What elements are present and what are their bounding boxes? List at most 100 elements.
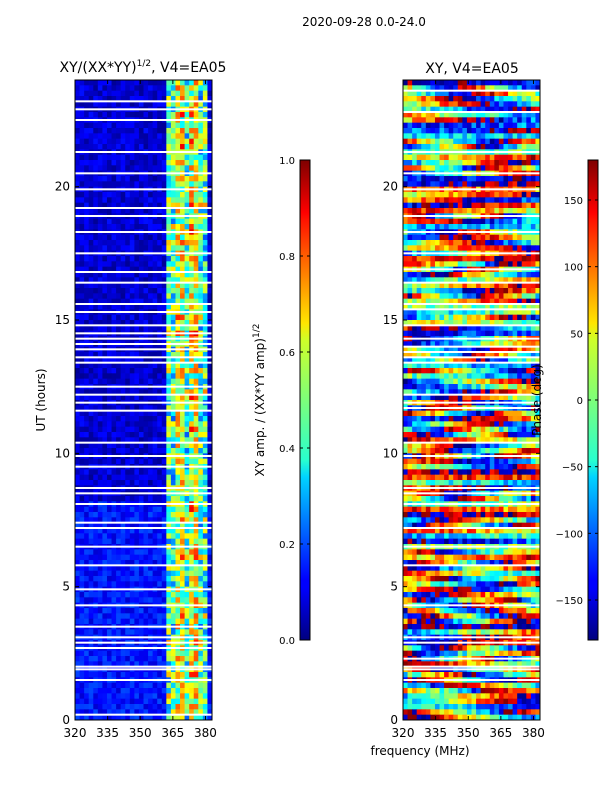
heatmap-cell xyxy=(453,282,459,289)
heatmap-cell xyxy=(175,538,181,545)
heatmap-cell xyxy=(93,224,99,230)
heatmap-cell xyxy=(125,405,131,412)
heatmap-cell xyxy=(88,128,94,134)
heatmap-cell xyxy=(134,672,140,678)
heatmap-cell xyxy=(88,656,94,662)
heatmap-cell xyxy=(111,613,117,620)
heatmap-cell xyxy=(170,512,176,518)
heatmap-cell xyxy=(193,581,199,588)
heatmap-cell xyxy=(170,528,176,534)
heatmap-cell xyxy=(471,96,477,102)
heatmap-cell xyxy=(97,314,103,321)
heatmap-cell xyxy=(202,112,208,118)
heatmap-cell xyxy=(207,693,213,700)
heatmap-cell xyxy=(88,325,94,332)
heatmap-cell xyxy=(148,554,154,561)
heatmap-cell xyxy=(134,394,140,401)
heatmap-cell xyxy=(480,138,486,145)
heatmap-cell xyxy=(184,629,190,636)
heatmap-cell xyxy=(138,224,144,230)
heatmap-cell xyxy=(198,592,204,598)
heatmap-cell xyxy=(116,533,122,540)
heatmap-cell xyxy=(202,282,208,289)
heatmap-cell xyxy=(494,218,500,225)
heatmap-cell xyxy=(439,112,445,118)
heatmap-cell xyxy=(207,138,213,145)
heatmap-cell xyxy=(521,288,527,294)
heatmap-cell xyxy=(466,256,472,262)
heatmap-cell xyxy=(106,410,112,417)
heatmap-cell xyxy=(143,592,149,598)
heatmap-cell xyxy=(84,352,90,358)
heatmap-cell xyxy=(148,389,154,396)
heatmap-cell xyxy=(161,554,167,561)
heatmap-cell xyxy=(189,357,195,364)
heatmap-cell xyxy=(526,117,532,124)
heatmap-cell xyxy=(485,117,491,124)
heatmap-cell xyxy=(521,218,527,225)
heatmap-cell xyxy=(444,85,450,92)
heatmap-cell xyxy=(129,432,135,438)
heatmap-cell xyxy=(430,112,436,118)
heatmap-cell xyxy=(79,672,85,678)
heatmap-cell xyxy=(152,234,158,241)
heatmap-cell xyxy=(129,618,135,625)
heatmap-cell xyxy=(180,672,185,678)
heatmap-cell xyxy=(97,656,103,662)
heatmap-cell xyxy=(79,512,85,518)
heatmap-cell xyxy=(148,522,154,529)
heatmap-cell xyxy=(143,373,149,380)
heatmap-cell xyxy=(120,122,126,129)
heatmap-cell xyxy=(93,128,99,134)
heatmap-cell xyxy=(148,448,154,454)
heatmap-cell xyxy=(148,165,154,172)
heatmap-cell xyxy=(485,240,491,246)
heatmap-cell xyxy=(434,80,440,86)
heatmap-cell xyxy=(157,682,163,689)
heatmap-cell xyxy=(129,362,135,369)
heatmap-cell xyxy=(157,160,163,166)
heatmap-cell xyxy=(106,442,112,449)
heatmap-cell xyxy=(439,106,445,113)
heatmap-cell xyxy=(102,650,108,657)
heatmap-cell xyxy=(489,128,495,134)
heatmap-cell xyxy=(175,682,181,689)
heatmap-cell xyxy=(138,576,144,582)
heatmap-cell xyxy=(526,181,532,188)
data-gap xyxy=(75,487,212,489)
heatmap-cell xyxy=(485,160,491,166)
heatmap-cell xyxy=(138,112,144,118)
heatmap-cell xyxy=(102,517,108,524)
heatmap-cell xyxy=(180,122,185,129)
heatmap-cell xyxy=(503,138,509,145)
heatmap-cell xyxy=(530,90,536,97)
heatmap-cell xyxy=(439,261,445,268)
heatmap-cell xyxy=(97,661,103,668)
heatmap-cell xyxy=(198,576,204,582)
heatmap-cell xyxy=(198,202,204,209)
heatmap-cell xyxy=(120,224,126,230)
heatmap-cell xyxy=(157,560,163,566)
heatmap-cell xyxy=(84,410,90,417)
heatmap-cell xyxy=(512,133,518,140)
heatmap-cell xyxy=(175,656,181,662)
heatmap-cell xyxy=(403,256,408,262)
heatmap-cell xyxy=(161,592,167,598)
heatmap-cell xyxy=(79,576,85,582)
heatmap-cell xyxy=(407,101,413,108)
heatmap-cell xyxy=(166,362,172,369)
heatmap-cell xyxy=(448,80,454,86)
heatmap-cell xyxy=(476,85,482,92)
heatmap-cell xyxy=(148,565,154,572)
heatmap-cell xyxy=(97,256,103,262)
heatmap-cell xyxy=(97,421,103,428)
heatmap-cell xyxy=(198,144,204,150)
heatmap-cell xyxy=(88,704,94,710)
heatmap-cell xyxy=(476,240,482,246)
heatmap-cell xyxy=(79,320,85,326)
heatmap-cell xyxy=(129,282,135,289)
heatmap-cell xyxy=(184,112,190,118)
heatmap-cell xyxy=(184,458,190,465)
heatmap-cell xyxy=(462,96,468,102)
heatmap-cell xyxy=(148,112,154,118)
